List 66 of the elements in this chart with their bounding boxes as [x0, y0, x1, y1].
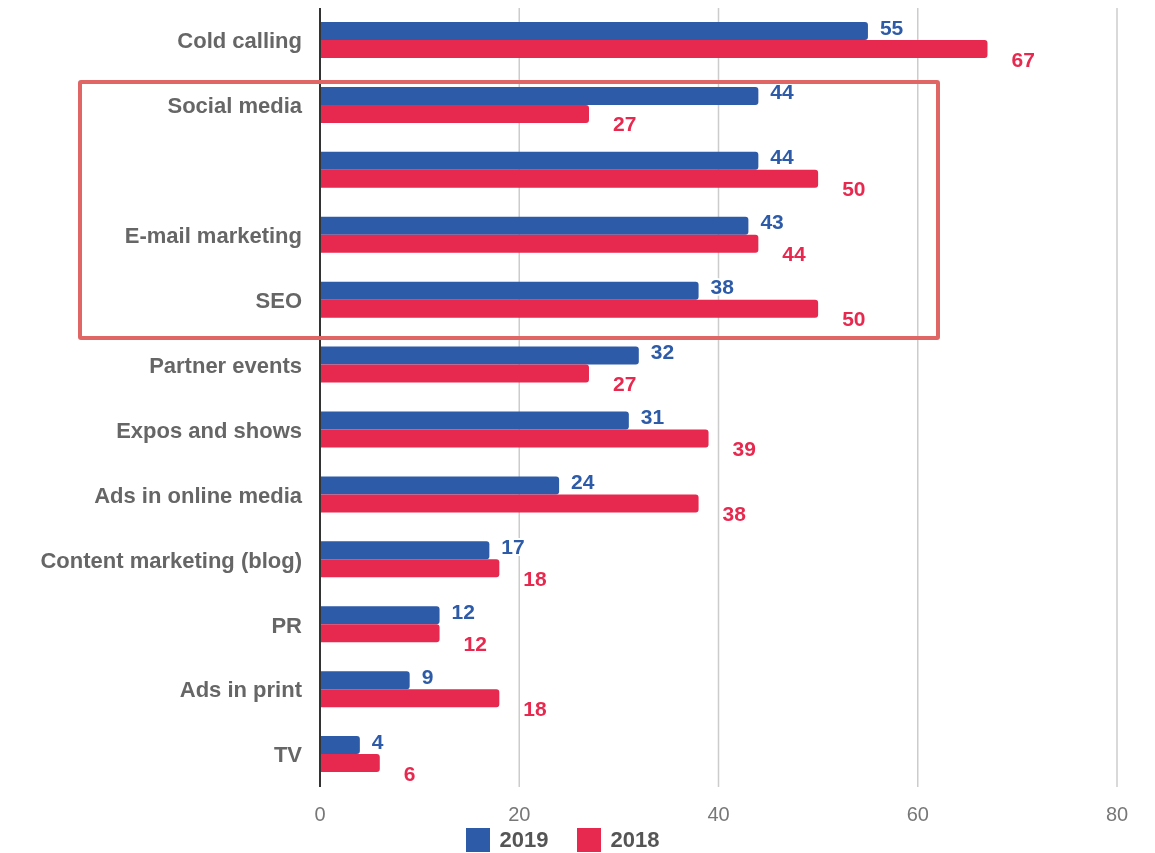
y-tick-label: Partner events [149, 352, 302, 378]
data-label: 27 [612, 372, 637, 396]
data-label: 12 [451, 599, 475, 623]
y-tick-label: TV [273, 742, 303, 768]
data-label: 43 [760, 210, 784, 234]
bar [320, 234, 759, 253]
y-tick-label: Ads in print [179, 677, 303, 703]
data-label: 6 [403, 761, 416, 785]
y-tick-label: Ads in online media [94, 482, 303, 508]
x-tick-label: 40 [707, 803, 730, 826]
bar [320, 86, 759, 105]
data-label: 32 [650, 340, 675, 364]
legend-label: 2019 [498, 827, 549, 853]
y-tick-label: Social media [167, 93, 303, 119]
data-label: 38 [710, 275, 735, 299]
data-label: 55 [879, 15, 904, 39]
data-label: 24 [571, 469, 595, 493]
bar [320, 541, 490, 560]
y-tick-label: PR [271, 612, 303, 638]
data-label: 44 [782, 242, 807, 266]
data-label: 4 [371, 729, 384, 753]
x-tick-label: 80 [1105, 803, 1129, 826]
data-label: 17 [501, 534, 525, 558]
y-tick-label: Content marketing (blog) [40, 547, 302, 573]
bar [320, 169, 819, 188]
bar [320, 364, 589, 383]
data-label: 44 [770, 145, 795, 169]
data-label: 38 [722, 501, 747, 525]
x-tick-label: 20 [508, 803, 531, 826]
data-label: 31 [640, 405, 665, 428]
bar [320, 624, 440, 643]
data-label: 44 [770, 80, 795, 104]
data-label: 18 [523, 566, 547, 590]
data-label: 18 [523, 696, 547, 720]
data-label: 12 [463, 631, 487, 655]
data-label: 27 [612, 112, 637, 136]
data-label: 50 [842, 307, 866, 331]
x-tick-label: 0 [314, 803, 326, 826]
data-label: 39 [732, 437, 756, 460]
bar [320, 754, 380, 773]
bar [320, 429, 709, 448]
data-label: 9 [421, 664, 434, 688]
bar [320, 494, 699, 513]
bar [320, 104, 589, 123]
bar [320, 346, 639, 365]
y-tick-label: SEO [255, 287, 302, 313]
legend-label: 2018 [609, 827, 660, 853]
data-label: 50 [842, 177, 866, 201]
bar [320, 736, 360, 755]
y-tick-label: E-mail marketing [124, 223, 302, 249]
bar [320, 476, 560, 495]
bar [320, 559, 500, 578]
bar [320, 40, 988, 58]
bar [320, 671, 410, 690]
bar [320, 216, 749, 235]
x-tick-label: 60 [906, 803, 929, 826]
bar [320, 22, 868, 40]
y-tick-label: Cold calling [177, 28, 302, 54]
bar [320, 299, 819, 318]
bar [320, 411, 629, 430]
bar [320, 689, 500, 708]
bar [320, 281, 699, 300]
y-tick-label: Expos and shows [116, 417, 302, 443]
data-label: 67 [1011, 47, 1035, 71]
bar [320, 151, 759, 170]
bar [320, 606, 440, 625]
